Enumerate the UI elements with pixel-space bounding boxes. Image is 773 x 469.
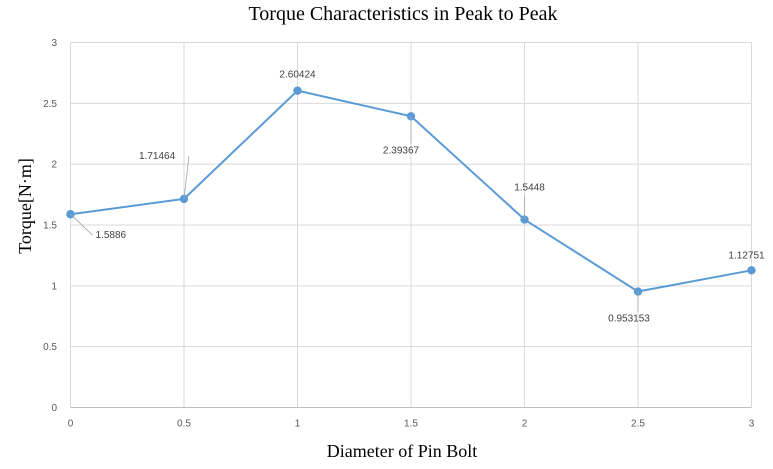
data-point-marker [633,287,643,296]
data-label-leader [183,155,190,199]
gridlines [70,42,752,408]
data-point-marker [293,86,302,95]
x-axis-title: Diameter of Pin Bolt [327,441,477,461]
x-tick-label: 1.5 [404,419,418,430]
data-label: 2.60424 [279,70,316,81]
x-tick-label: 2 [522,419,528,430]
data-label: 1.5448 [514,183,545,194]
y-axis-title: Torque[N·m] [15,158,35,254]
x-axis-ticks: 0 0.5 1 1.5 2 2.5 3 [68,419,755,430]
data-point-marker [747,266,756,275]
x-tick-label: 2.5 [631,419,645,430]
y-axis-ticks: 0 0.5 1 1.5 2 2.5 3 [43,38,57,414]
data-label: 2.39367 [383,145,420,156]
x-tick-label: 0.5 [177,419,191,430]
data-label-leader [70,213,93,236]
y-tick-label: 0 [51,403,57,414]
x-tick-label: 0 [68,419,74,430]
data-label: 1.12751 [728,250,765,261]
data-label: 0.953153 [608,314,650,325]
x-tick-label: 3 [749,419,755,430]
data-label: 1.5886 [96,230,127,241]
y-tick-label: 2.5 [43,99,57,110]
y-tick-label: 1 [51,281,57,292]
data-label: 1.71464 [139,151,176,162]
x-tick-label: 1 [295,419,301,430]
data-labels: 1.5886 1.71464 2.60424 2.39367 1.5448 0.95315… [70,70,765,325]
chart-title: Torque Characteristics in Peak to Peak [248,3,557,25]
y-tick-label: 0.5 [43,342,57,353]
y-tick-label: 1.5 [43,221,57,232]
y-tick-label: 2 [51,160,57,171]
y-tick-label: 3 [51,38,57,49]
